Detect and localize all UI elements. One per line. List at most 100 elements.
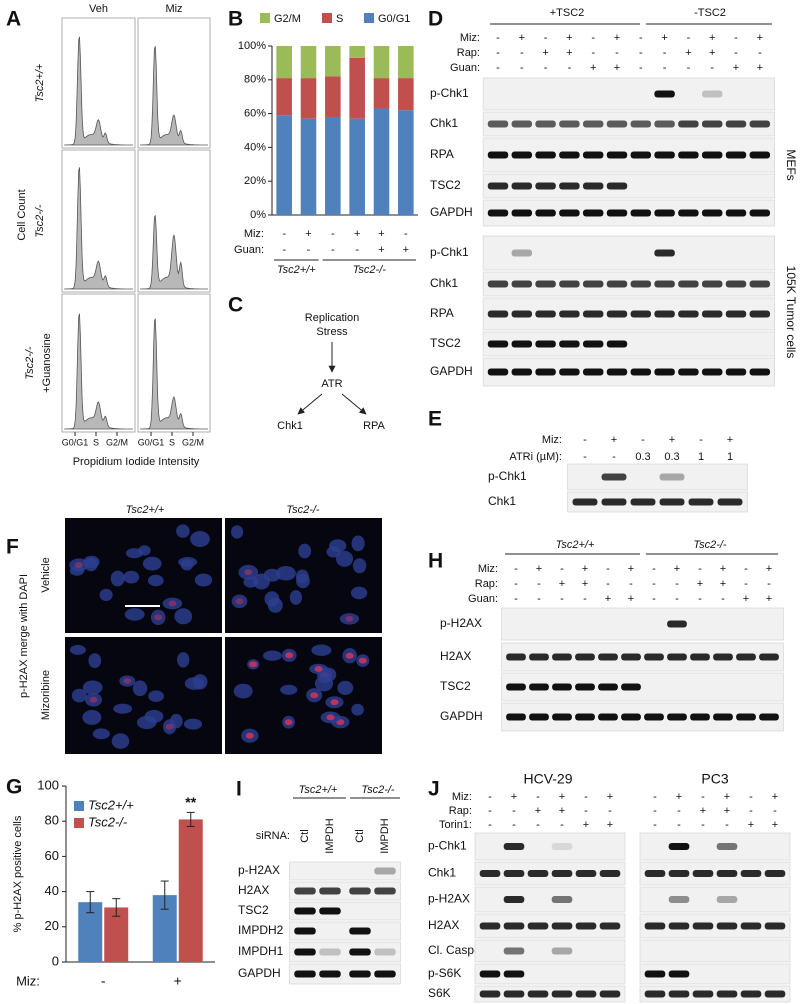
- axis-title: p-H2AX merge with DAPI: [18, 574, 30, 698]
- panel-letter: H: [428, 550, 443, 573]
- condition-value: +: [542, 47, 548, 59]
- condition-value: -: [560, 593, 564, 605]
- blot-band: [667, 620, 687, 628]
- condition-value: +: [697, 578, 703, 590]
- panel-letter: G: [6, 776, 22, 799]
- legend-label: Tsc2+/+: [88, 797, 134, 812]
- blot-membrane: [639, 985, 791, 1003]
- condition-value: -: [591, 47, 595, 59]
- blot-band: [667, 713, 687, 721]
- histogram-frame: [61, 149, 136, 293]
- nucleus: [264, 591, 280, 607]
- y-tick-label: 20%: [244, 175, 266, 187]
- condition-value: -: [721, 593, 725, 605]
- condition-value: +: [669, 434, 675, 446]
- blot-band: [479, 870, 501, 877]
- blot-band: [678, 209, 699, 217]
- condition-value: 0.3: [635, 451, 650, 463]
- blot-band: [749, 209, 771, 217]
- condition-value: -: [653, 805, 657, 817]
- blot-band: [511, 310, 533, 318]
- blot-band: [551, 990, 573, 998]
- legend-swatch: [74, 801, 84, 811]
- blot-label: RPA: [430, 306, 454, 320]
- condition-value: -: [512, 819, 516, 831]
- condition-value: -: [537, 593, 541, 605]
- blot-band: [511, 151, 533, 159]
- blot-band: [725, 209, 747, 217]
- blot-band: [598, 653, 618, 661]
- condition-value: IMPDH: [379, 818, 391, 854]
- blot-band: [717, 498, 743, 506]
- blot-band: [506, 713, 526, 721]
- nucleus: [174, 608, 193, 625]
- bar-segment: [349, 57, 365, 119]
- blot-band: [349, 970, 371, 978]
- lane-group-label: Tsc2+/+: [556, 539, 595, 551]
- condition-value: -: [698, 563, 702, 575]
- condition-value: -: [639, 32, 643, 44]
- foci: [249, 661, 258, 668]
- blot-band: [535, 280, 556, 288]
- nucleus: [231, 594, 248, 609]
- condition-value: +: [757, 62, 763, 74]
- blot-band: [559, 151, 580, 159]
- column-label: Tsc2-/-: [286, 504, 320, 516]
- blot-band: [606, 209, 628, 217]
- condition-label: Guan:: [450, 62, 480, 74]
- blot-band: [716, 896, 738, 903]
- y-tick-label: 20: [45, 918, 59, 933]
- foci: [326, 714, 335, 721]
- y-tick-label: 0: [52, 953, 59, 968]
- blot-band: [749, 310, 771, 318]
- condition-label: Rap:: [475, 578, 498, 590]
- blot-band: [654, 280, 675, 288]
- blot-band: [659, 498, 685, 506]
- condition-value: +: [566, 32, 572, 44]
- nucleus: [275, 566, 296, 581]
- nucleus: [190, 531, 210, 547]
- blot-band: [511, 120, 533, 128]
- nucleus: [351, 535, 365, 552]
- blot-band: [487, 280, 509, 288]
- condition-value: +: [709, 32, 715, 44]
- bar-segment: [373, 78, 390, 109]
- foci: [284, 719, 293, 726]
- histogram: [140, 318, 208, 430]
- blot-band: [668, 970, 690, 978]
- blot-band: [503, 896, 525, 903]
- legend-swatch: [74, 818, 84, 828]
- nucleus: [233, 683, 253, 699]
- blot-band: [319, 970, 341, 978]
- blot-membrane: [639, 963, 791, 985]
- foci: [345, 615, 354, 622]
- condition-value: -: [512, 805, 516, 817]
- blot-membrane: [567, 463, 748, 491]
- blot-label: S6K: [428, 986, 451, 1000]
- blot-band: [487, 368, 509, 376]
- blot-band: [294, 970, 316, 978]
- blot-label: p-Chk1: [428, 839, 467, 853]
- legend-label: S: [336, 13, 343, 25]
- condition-value: -: [404, 228, 408, 240]
- nucleus: [194, 573, 213, 587]
- nucleus: [88, 653, 102, 668]
- nucleus: [326, 546, 341, 558]
- blot-band: [582, 368, 604, 376]
- blot-band: [716, 843, 738, 850]
- blot-band: [713, 713, 733, 721]
- condition-value: -: [701, 791, 705, 803]
- blot-band: [601, 473, 627, 481]
- blot-membrane: [639, 886, 791, 913]
- bar-segment: [276, 78, 292, 116]
- blot-band: [668, 896, 690, 903]
- condition-value: -: [675, 593, 679, 605]
- condition-value: -: [282, 244, 286, 256]
- condition-value: -: [496, 62, 500, 74]
- condition-value: -: [536, 819, 540, 831]
- condition-value: +: [614, 32, 620, 44]
- blot-label: Chk1: [428, 866, 456, 880]
- blot-band: [559, 280, 580, 288]
- blot-label: IMPDH1: [238, 944, 284, 958]
- y-tick-label: 100%: [238, 40, 266, 52]
